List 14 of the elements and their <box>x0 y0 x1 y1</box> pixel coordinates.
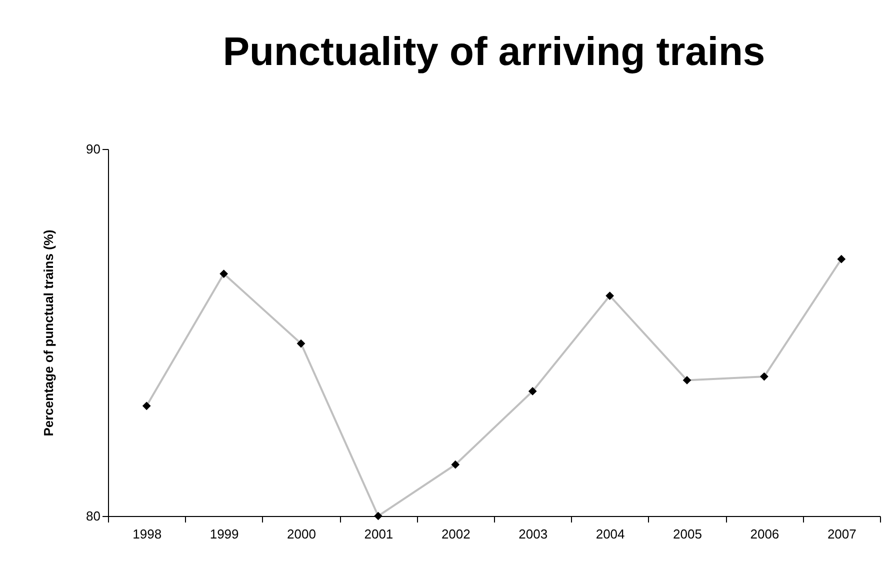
x-tick-label: 1998 <box>132 526 162 542</box>
x-tick-label: 1999 <box>210 526 239 542</box>
y-tick-label: 80 <box>86 508 100 524</box>
x-tick-label: 2006 <box>750 526 780 542</box>
y-axis-title: Percentage of punctual trains (%) <box>41 230 56 436</box>
x-tick-label: 2000 <box>287 526 316 542</box>
x-tick-label: 2002 <box>441 526 470 542</box>
x-tick-label: 2003 <box>518 526 548 542</box>
x-tick-label: 2004 <box>596 526 625 542</box>
y-tick-label: 90 <box>86 142 100 156</box>
chart-title: Punctuality of arriving trains <box>222 30 766 74</box>
x-tick-label: 2001 <box>364 526 394 542</box>
x-tick-label: 2005 <box>673 526 702 542</box>
x-tick-label: 2007 <box>827 526 856 542</box>
